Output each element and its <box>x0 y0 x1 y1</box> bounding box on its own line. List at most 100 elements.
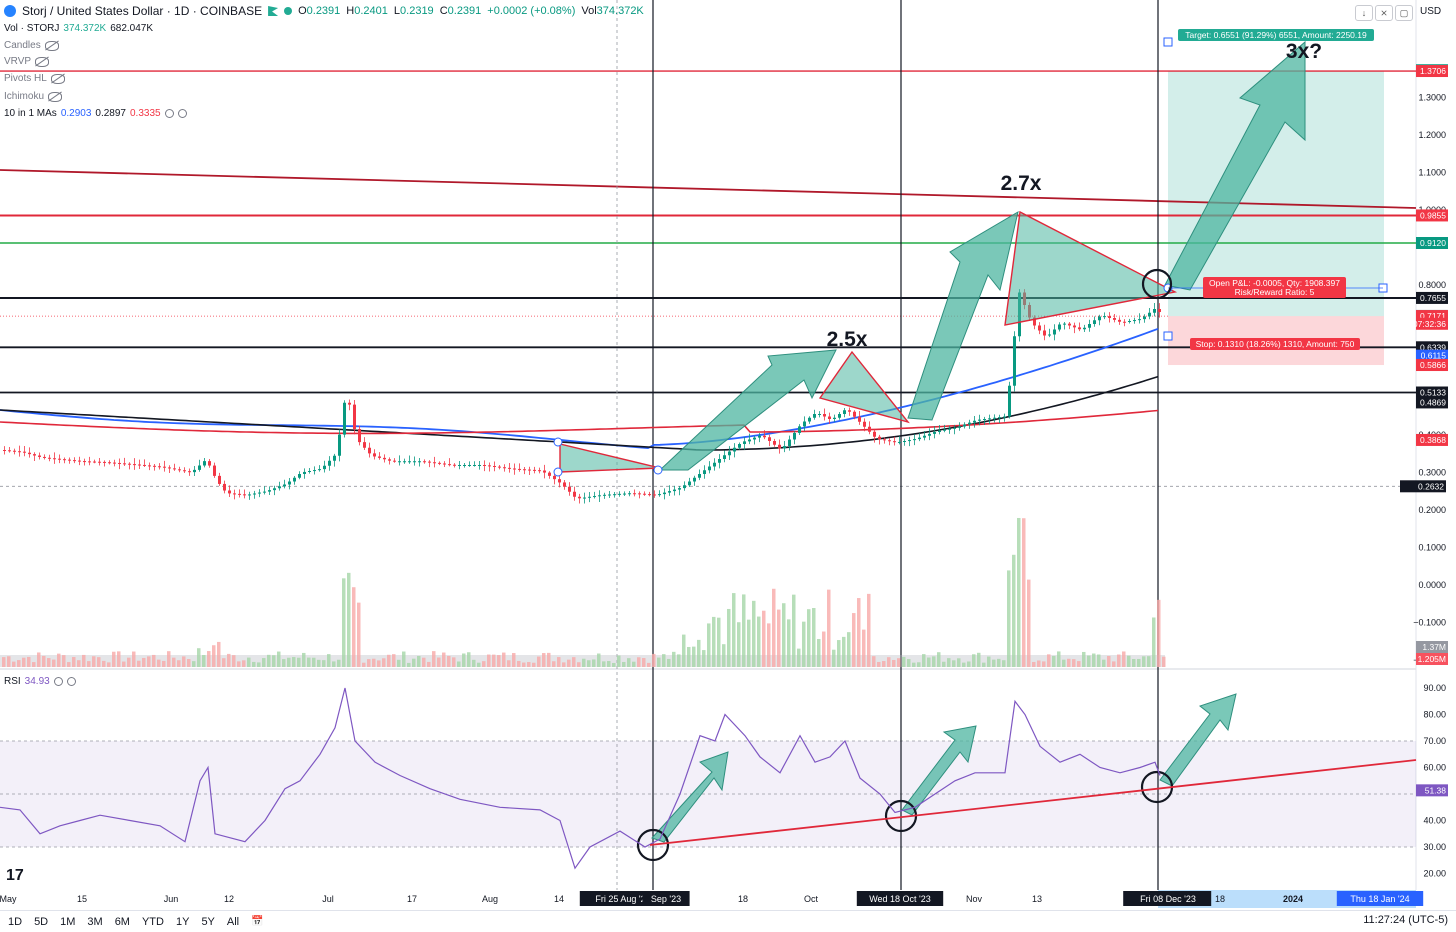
symbol-title[interactable]: Storj / United States Dollar · 1D · COIN… <box>22 4 263 18</box>
pivots-indicator[interactable]: Pivots HL <box>4 73 65 84</box>
hidden-eye-icon[interactable] <box>48 91 63 102</box>
pattern-arrow <box>658 349 837 471</box>
volume-bar <box>812 608 816 667</box>
candle-body <box>598 495 601 497</box>
range-ytd[interactable]: YTD <box>141 915 164 928</box>
volume-bar <box>292 657 296 667</box>
time-axis-label: 15 <box>77 894 87 904</box>
rsi-visibility-icon[interactable] <box>66 677 76 686</box>
time-axis-label: Oct <box>804 894 819 904</box>
volume-indicator[interactable]: Vol · STORJ 374.372K 682.047K <box>4 23 153 34</box>
axis-badge-text: 0.9855 <box>1420 210 1446 220</box>
ma-visibility-icon[interactable] <box>177 109 187 118</box>
range-1m[interactable]: 1M <box>60 915 76 928</box>
candle-body <box>443 463 446 465</box>
calendar-icon[interactable]: 📅 <box>251 916 264 927</box>
volume-bar <box>617 655 621 667</box>
volume-bar <box>672 651 676 667</box>
axis-badge-text: 0.6115 <box>1421 351 1447 361</box>
hidden-eye-icon[interactable] <box>50 73 65 84</box>
candle-body <box>663 492 666 495</box>
range-1y[interactable]: 1Y <box>175 915 190 928</box>
volume-bar <box>397 659 401 667</box>
ma-settings-icon[interactable] <box>164 109 174 118</box>
annotation-2-5x: 2.5x <box>827 328 868 351</box>
maximize-icon[interactable]: ▢ <box>1395 5 1413 21</box>
candle-body <box>258 492 261 494</box>
candle-body <box>983 419 986 420</box>
time-axis-badge <box>1124 891 1212 906</box>
volume-bar <box>982 662 986 667</box>
volume-bar <box>302 652 306 667</box>
candle-body <box>298 474 301 478</box>
ichimoku-indicator[interactable]: Ichimoku <box>4 91 63 102</box>
change-value: +0.0002 (+0.08%) <box>487 5 576 17</box>
candle-body <box>648 494 651 496</box>
volume-bar <box>1072 659 1076 667</box>
candle-body <box>1073 325 1076 328</box>
volume-bar <box>837 640 841 667</box>
high-label: H <box>346 5 355 17</box>
volume-bar <box>1102 659 1106 667</box>
volume-bar <box>947 658 951 667</box>
vol-value: 374.372K <box>596 5 644 17</box>
volume-bar <box>682 634 686 667</box>
candle-body <box>468 465 471 466</box>
volume-bar <box>677 654 681 667</box>
volume-bar <box>622 661 626 667</box>
rsi-indicator[interactable]: RSI 34.93 <box>4 676 76 687</box>
collapse-icon[interactable]: ⨯ <box>1375 5 1393 21</box>
candle-body <box>268 490 271 492</box>
candle-body <box>773 441 776 445</box>
hidden-eye-icon[interactable] <box>44 40 59 51</box>
volume-bar <box>757 616 761 667</box>
candle-body <box>978 419 981 421</box>
volume-bar <box>657 657 661 667</box>
volume-bar <box>572 657 576 667</box>
volume-bar <box>1007 570 1011 667</box>
range-5d[interactable]: 5D <box>34 915 49 928</box>
volume-bar <box>647 662 651 667</box>
arrow-down-icon[interactable]: ↓ <box>1355 5 1373 21</box>
volume-bar <box>537 656 541 667</box>
candles-indicator[interactable]: Candles <box>4 40 59 51</box>
range-all[interactable]: All <box>226 915 240 928</box>
volume-bar <box>317 659 321 667</box>
range-6m[interactable]: 6M <box>114 915 130 928</box>
candle-body <box>183 470 186 472</box>
currency-label[interactable]: USD <box>1420 6 1442 17</box>
axis-badge-text: 0.3868 <box>1420 435 1446 445</box>
clock: 11:27:24 (UTC-5) <box>1363 914 1448 926</box>
rsi-settings-icon[interactable] <box>53 677 63 686</box>
candle-body <box>788 439 791 447</box>
ma-indicator[interactable]: 10 in 1 MAs 0.2903 0.2897 0.3335 <box>4 108 187 119</box>
candle-body <box>168 467 171 469</box>
volume-bar <box>277 651 281 667</box>
volume-bar <box>392 654 396 667</box>
volume-bar <box>897 658 901 667</box>
candle-body <box>1078 327 1081 330</box>
range-3m[interactable]: 3M <box>87 915 103 928</box>
ma-v2: 0.2897 <box>95 108 126 119</box>
rsi-tick-label: 40.00 <box>1423 816 1446 826</box>
candle-body <box>328 460 331 466</box>
candle-body <box>898 441 901 443</box>
vrvp-indicator[interactable]: VRVP <box>4 56 50 67</box>
candle-body <box>33 454 36 456</box>
volume-bar <box>237 661 241 667</box>
range-5y[interactable]: 5Y <box>201 915 215 928</box>
candle-body <box>68 459 71 461</box>
candle-body <box>653 494 656 496</box>
hidden-eye-icon[interactable] <box>35 56 50 67</box>
rsi-tick-label: 20.00 <box>1423 869 1446 879</box>
position-handle <box>1163 37 1173 47</box>
candle-body <box>313 470 316 472</box>
flag-icon[interactable] <box>268 6 279 16</box>
volume-bar <box>1012 554 1016 667</box>
volume-bar <box>1127 655 1131 667</box>
candle-body <box>928 433 931 436</box>
candle-body <box>793 432 796 440</box>
time-axis-label: Sep '23 <box>651 894 681 904</box>
range-1d[interactable]: 1D <box>8 915 23 928</box>
